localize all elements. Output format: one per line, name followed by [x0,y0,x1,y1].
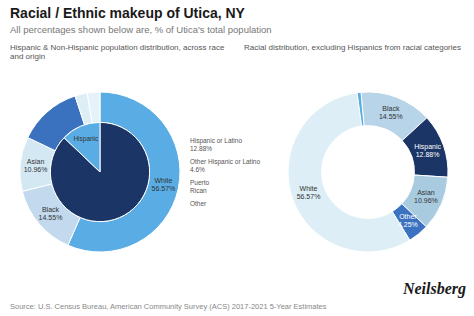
donut: White56.57% Black14.55% Asian10.96% Hispani… [20,92,260,252]
slice [288,93,410,252]
text-line: 14.55% [379,113,403,120]
annotation: Black14.55% [39,206,63,221]
text-line: 14.55% [39,214,63,221]
title: Racial / Ethnic makeup of Utica, NY [10,5,246,21]
slice [357,92,364,126]
text-line: Hispanic or Latino [190,136,242,144]
text-line: Black [42,206,60,213]
slice [87,92,100,123]
source: Source: U.S. Census Bureau, American Com… [10,302,327,311]
annotation: Asian10.96% [414,189,438,204]
annotation: Other [190,199,207,206]
subtitle: All percentages shown below are, % of Ut… [10,24,272,35]
brand: Neilsberg [402,280,466,298]
text-line: Other [399,213,417,220]
text-line: Asian [417,189,435,196]
labels: Black14.55% Hispanic12.88% Asian10.96% Othe… [297,105,442,228]
text-line: 56.57% [297,193,321,200]
annotation: Hispanic or Latino12.88% [190,136,242,151]
text-line: 56.57% [152,185,176,192]
text-line: 12.88% [190,144,212,151]
labels: White56.57% Black14.55% Asian10.96% Hispani… [24,135,261,221]
text-line: 4.25% [398,221,418,228]
annotation: White56.57% [297,185,321,200]
text-line: Hispanic & Non-Hispanic population distr… [10,43,225,52]
text-line: White [154,177,172,184]
text-line: 4.6% [190,165,205,172]
chart-title: Racial distribution, excluding Hispanics… [244,43,461,52]
slices [20,92,180,252]
slices [288,92,448,252]
text-line: Hispanic [414,143,441,151]
text-line: Puerto [190,178,210,185]
annotation: Hispanic12.88% [414,143,441,158]
annotation: White56.57% [152,177,176,192]
text-line: Rican [190,186,207,193]
annotation: Other4.25% [398,213,418,228]
text-line: Racial distribution, excluding Hispanics… [244,43,461,52]
annotation: PuertoRican [190,178,210,193]
annotation: Other Hispanic or Latino4.6% [190,157,260,172]
annotation: Black14.55% [379,105,403,120]
annotation: Hispanic [73,135,99,143]
text-line: 10.96% [414,197,438,204]
annotation: Asian10.96% [24,157,48,172]
text-line: White [300,185,318,192]
chart-svg: Racial / Ethnic makeup of Utica, NY All p… [0,0,474,316]
donut: Black14.55% Hispanic12.88% Asian10.96% Othe… [288,92,448,252]
text-line: Hispanic [73,135,99,143]
text-line: Other Hispanic or Latino [190,157,260,165]
text-line: 10.96% [24,165,48,172]
inner-slice [64,122,100,172]
slice [402,118,448,177]
inner-slice [50,122,149,221]
text-line: Asian [27,157,45,164]
text-line: and origin [10,52,45,61]
text-line: Other [190,199,207,206]
text-line: Black [382,105,400,112]
text-line: 12.88% [416,151,440,158]
chart-title: Hispanic & Non-Hispanic population distr… [10,43,225,61]
